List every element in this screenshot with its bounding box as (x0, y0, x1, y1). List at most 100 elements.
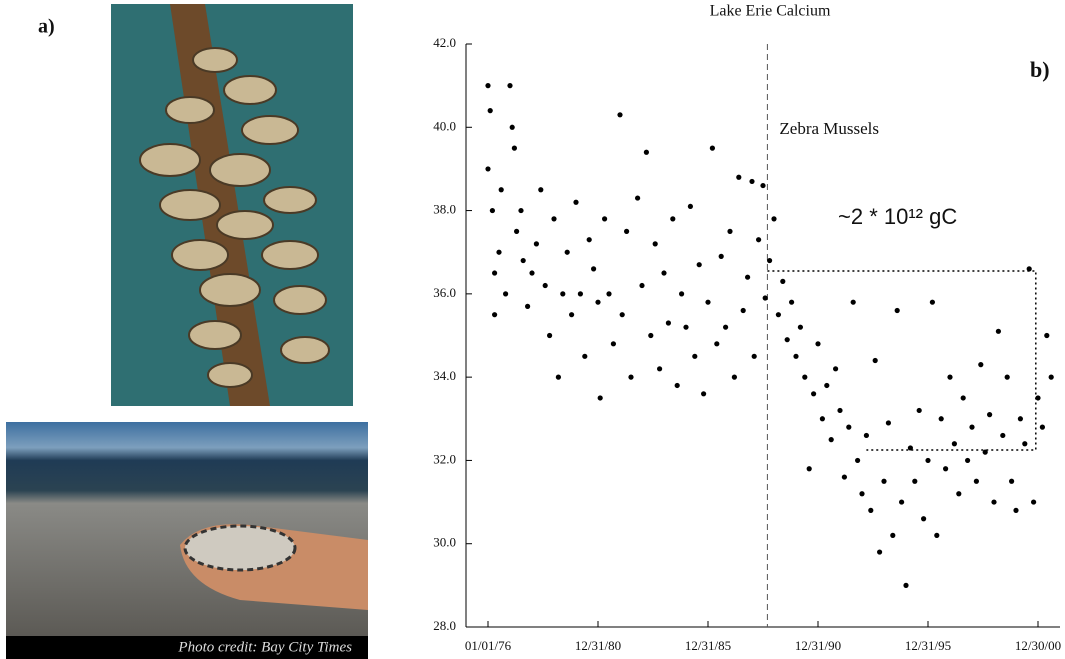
point (881, 478, 887, 484)
point (538, 187, 544, 193)
point (828, 437, 834, 443)
point (624, 228, 630, 234)
point (894, 307, 900, 314)
point (1035, 395, 1041, 401)
point (643, 149, 650, 155)
point (956, 491, 962, 497)
photo-mussels (111, 4, 353, 406)
point (489, 207, 495, 214)
point (586, 237, 592, 243)
point (498, 187, 504, 193)
point (496, 249, 502, 255)
photo-beach (6, 422, 368, 659)
point (947, 374, 953, 380)
y-tick-label: 42.0 (433, 35, 456, 50)
point (511, 145, 517, 151)
point (863, 432, 870, 439)
point (492, 312, 498, 318)
point (929, 299, 936, 305)
point (573, 199, 579, 205)
x-tick-label: 01/01/76 (465, 638, 512, 653)
point (1004, 374, 1010, 380)
y-tick-label: 36.0 (433, 285, 456, 300)
panel-label: a) (38, 16, 55, 38)
y-tick-label: 30.0 (433, 535, 456, 550)
point (841, 474, 848, 480)
guide-line (767, 270, 1037, 451)
event-label: Zebra Mussels (779, 119, 879, 138)
point (597, 395, 603, 401)
point (756, 237, 762, 243)
point (692, 353, 698, 359)
point (514, 228, 520, 234)
point (718, 253, 724, 259)
point (723, 324, 729, 330)
point (529, 270, 535, 276)
point (987, 412, 993, 418)
point (525, 303, 531, 309)
y-tick-label: 28.0 (433, 618, 456, 633)
point (1022, 441, 1028, 447)
point (789, 299, 795, 305)
point (696, 262, 702, 268)
point (907, 445, 914, 451)
point (727, 228, 733, 234)
point (503, 291, 509, 297)
point (890, 532, 896, 538)
x-tick-label: 12/31/80 (575, 638, 621, 653)
point (595, 299, 601, 305)
point (619, 312, 625, 318)
point (577, 291, 584, 297)
point (824, 382, 830, 389)
point (1000, 432, 1006, 439)
point (705, 299, 711, 305)
point (582, 353, 588, 359)
point (973, 478, 980, 484)
point (657, 366, 663, 372)
point (995, 328, 1002, 334)
point (740, 307, 746, 314)
point (868, 507, 874, 513)
point (802, 374, 808, 380)
point (542, 282, 548, 289)
point (533, 241, 540, 247)
point (485, 166, 491, 172)
point (560, 291, 566, 297)
point (855, 457, 861, 464)
point (714, 341, 720, 347)
point (1044, 332, 1050, 339)
point (736, 174, 742, 180)
point (709, 145, 716, 151)
point (951, 441, 958, 447)
point (784, 337, 790, 343)
point (793, 353, 799, 359)
point (591, 266, 597, 272)
point (665, 320, 672, 326)
point (617, 112, 623, 118)
point (903, 582, 909, 588)
point (520, 257, 526, 264)
point (555, 374, 562, 380)
y-tick-label: 40.0 (433, 118, 456, 133)
point (859, 491, 865, 497)
point (960, 395, 966, 401)
point (751, 353, 757, 359)
point (518, 207, 524, 214)
point (749, 178, 755, 185)
point (602, 216, 608, 222)
point (760, 182, 766, 189)
point (925, 457, 931, 464)
y-tick-label: 38.0 (433, 202, 456, 217)
point (648, 332, 654, 339)
point (978, 362, 984, 368)
x-tick-label: 12/31/85 (685, 638, 731, 653)
point (885, 420, 892, 426)
point (797, 324, 804, 330)
point (943, 466, 949, 472)
point (1026, 266, 1032, 272)
chart-title: Lake Erie Calcium (710, 3, 831, 20)
point (547, 332, 553, 339)
point (745, 274, 751, 280)
